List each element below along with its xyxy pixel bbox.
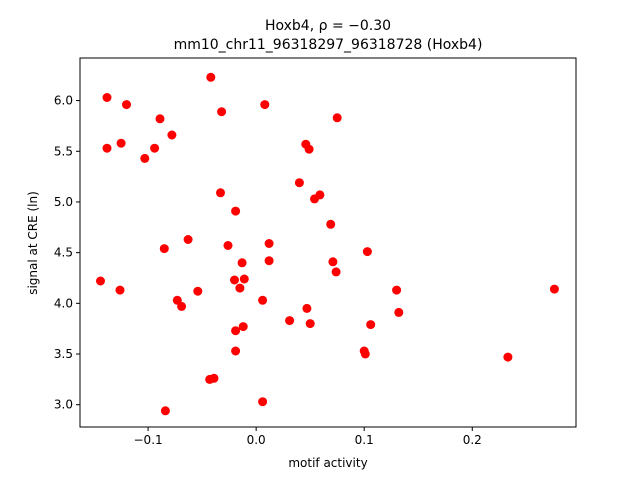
data-point-15 <box>216 188 225 198</box>
data-point-2 <box>122 100 131 110</box>
data-point-38 <box>258 295 268 305</box>
data-point-25 <box>264 256 274 266</box>
data-point-7 <box>167 130 177 140</box>
data-point-26 <box>237 258 247 268</box>
data-point-8 <box>116 138 126 148</box>
data-point-39 <box>177 301 187 311</box>
data-point-52 <box>205 374 215 384</box>
data-point-5 <box>155 114 165 124</box>
x-axis-label: motif activity <box>288 456 367 470</box>
data-point-54 <box>160 406 170 416</box>
y-axis: 3.0 3.5 4.0 4.5 5.0 5.5 6.0 <box>54 94 80 412</box>
data-point-49 <box>360 349 370 359</box>
data-point-3 <box>260 100 270 110</box>
data-point-20 <box>183 235 193 244</box>
data-point-18 <box>231 206 241 216</box>
data-point-31 <box>96 276 105 286</box>
y-tick-label-5: 5.5 <box>54 144 73 158</box>
data-point-45 <box>238 322 248 332</box>
data-point-29 <box>230 275 239 285</box>
data-point-33 <box>115 285 125 295</box>
data-point-50 <box>503 352 513 362</box>
data-point-19 <box>326 219 336 229</box>
data-points <box>96 72 559 416</box>
data-point-40 <box>302 303 312 313</box>
data-point-53 <box>258 397 268 407</box>
y-tick-label-6: 6.0 <box>54 94 73 108</box>
y-tick-label-1: 3.5 <box>54 347 73 361</box>
data-point-17 <box>310 194 319 204</box>
data-point-10 <box>150 143 160 153</box>
data-point-12 <box>304 144 314 154</box>
data-point-43 <box>305 319 315 329</box>
data-point-24 <box>362 247 372 257</box>
data-point-21 <box>264 239 274 248</box>
chart-title-line2: mm10_chr11_96318297_96318728 (Hoxb4) <box>174 37 483 53</box>
data-point-41 <box>394 307 404 317</box>
data-point-35 <box>549 284 559 294</box>
data-point-46 <box>231 326 241 336</box>
data-point-28 <box>331 267 341 277</box>
data-point-0 <box>206 72 216 82</box>
data-point-14 <box>294 178 304 188</box>
data-point-1 <box>102 93 112 102</box>
y-tick-label-2: 4.0 <box>54 296 73 310</box>
data-point-23 <box>159 244 169 254</box>
plot-area <box>79 57 577 428</box>
data-point-27 <box>328 257 338 267</box>
x-tick-label-1: 0.0 <box>247 433 266 447</box>
y-tick-label-3: 4.5 <box>54 246 73 260</box>
y-tick-label-4: 5.0 <box>54 195 73 209</box>
x-tick-label-0: −0.1 <box>134 433 163 447</box>
x-tick-label-3: 0.2 <box>463 433 482 447</box>
data-point-34 <box>193 286 203 296</box>
chart-title-line1: Hoxb4, ρ = −0.30 <box>265 18 391 34</box>
data-point-6 <box>332 113 342 123</box>
data-point-36 <box>392 285 402 295</box>
axes-frame <box>79 57 577 428</box>
data-point-22 <box>223 241 233 250</box>
x-tick-label-2: 0.1 <box>355 433 374 447</box>
data-point-44 <box>366 320 376 330</box>
data-point-9 <box>102 143 112 153</box>
data-point-42 <box>285 316 295 326</box>
data-point-30 <box>239 274 249 284</box>
data-point-4 <box>217 107 227 117</box>
x-axis: −0.1 0.0 0.1 0.2 <box>134 427 482 447</box>
data-point-13 <box>140 153 150 163</box>
data-point-32 <box>235 283 245 293</box>
data-point-47 <box>231 346 241 356</box>
y-tick-label-0: 3.0 <box>54 398 73 412</box>
y-axis-label: signal at CRE (ln) <box>26 191 40 295</box>
